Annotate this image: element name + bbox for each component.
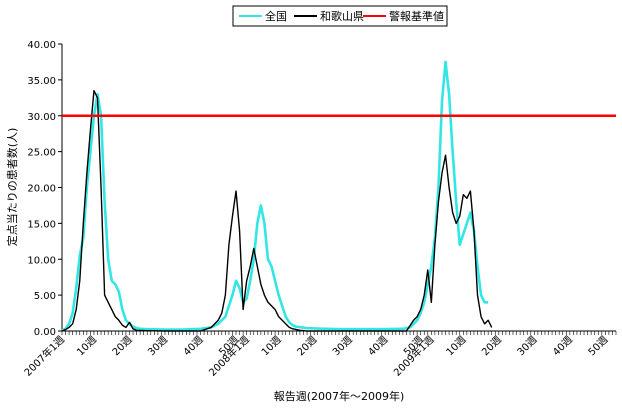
x-axis-title: 報告週(2007年〜2009年) bbox=[274, 389, 405, 403]
y-tick-label: 15.00 bbox=[27, 219, 56, 230]
x-tick-label: 20週 bbox=[479, 334, 504, 359]
legend: 全国 和歌山県 警報基準値 bbox=[232, 5, 448, 27]
x-tick-label: 30週 bbox=[515, 334, 540, 359]
y-ticks: 0.00 5.00 10.00 15.00 20.00 25.00 30.00 35.00 40… bbox=[27, 40, 62, 338]
y-tick-label: 40.00 bbox=[27, 40, 56, 51]
series-layer bbox=[61, 60, 616, 332]
legend-label-1: 和歌山県 bbox=[320, 9, 364, 23]
series-line-0 bbox=[61, 60, 489, 332]
x-tick-label: 30週 bbox=[330, 334, 355, 359]
legend-label-0: 全国 bbox=[265, 9, 287, 23]
series-line-1 bbox=[61, 89, 493, 332]
y-tick-label: 35.00 bbox=[27, 76, 56, 87]
x-tick-label: 20週 bbox=[110, 334, 135, 359]
y-tick-label: 25.00 bbox=[27, 148, 56, 159]
x-tick-label: 10週 bbox=[259, 334, 284, 359]
y-tick-label: 30.00 bbox=[27, 112, 56, 123]
x-tick-label: 10週 bbox=[75, 334, 100, 359]
y-axis-title: 定点当たりの患者数(人) bbox=[5, 128, 19, 247]
x-tick-label: 30週 bbox=[146, 334, 171, 359]
x-tick-label: 40週 bbox=[366, 334, 391, 359]
y-tick-label: 10.00 bbox=[27, 255, 56, 266]
x-tick-label: 20週 bbox=[295, 334, 320, 359]
x-tick-label: 50週 bbox=[586, 334, 611, 359]
legend-box bbox=[232, 5, 448, 27]
x-tick-label: 2007年1週 bbox=[21, 333, 67, 379]
y-tick-label: 5.00 bbox=[34, 291, 56, 302]
y-tick-label: 0.00 bbox=[34, 327, 56, 338]
x-tick-label: 40週 bbox=[181, 334, 206, 359]
x-tick-label: 40週 bbox=[550, 334, 575, 359]
legend-label-2: 警報基準値 bbox=[389, 9, 444, 23]
x-tick-label: 10週 bbox=[444, 334, 469, 359]
y-tick-label: 20.00 bbox=[27, 184, 56, 195]
